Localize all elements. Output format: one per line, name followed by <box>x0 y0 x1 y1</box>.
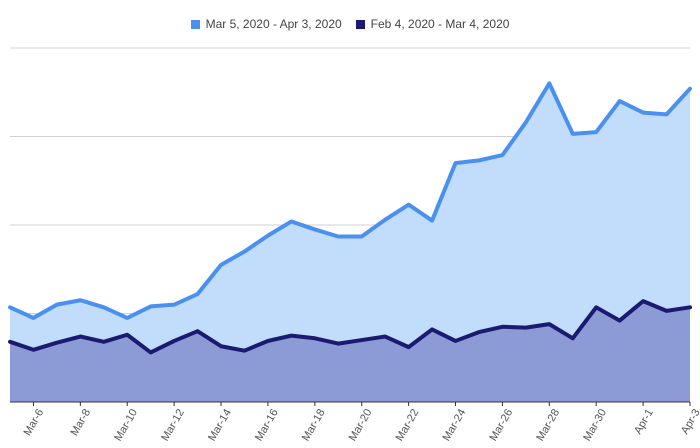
legend-swatch-current <box>190 19 200 29</box>
x-tick-label: Mar-14 <box>206 407 234 443</box>
x-tick-label: Mar-26 <box>487 407 515 443</box>
x-tick-label: Mar-20 <box>347 407 375 443</box>
x-tick-label: Mar-8 <box>68 407 93 438</box>
series-line-current <box>8 81 692 320</box>
x-tick-label: Mar-30 <box>581 407 609 443</box>
x-tick-label: Mar-16 <box>253 407 281 443</box>
x-tick-label: Mar-12 <box>159 407 187 443</box>
x-tick-label: Mar-24 <box>441 407 469 443</box>
series-line-previous <box>8 299 692 355</box>
legend-item-current[interactable]: Mar 5, 2020 - Apr 3, 2020 <box>190 17 342 31</box>
x-tick-label: Mar-6 <box>22 407 47 438</box>
series-area-current <box>10 83 690 403</box>
x-tick-label: Mar-22 <box>394 407 422 443</box>
legend-label-current: Mar 5, 2020 - Apr 3, 2020 <box>205 17 342 31</box>
chart-legend: Mar 5, 2020 - Apr 3, 2020 Feb 4, 2020 - … <box>0 14 700 34</box>
legend-label-previous: Feb 4, 2020 - Mar 4, 2020 <box>370 17 510 31</box>
legend-item-previous[interactable]: Feb 4, 2020 - Mar 4, 2020 <box>355 17 510 31</box>
x-tick-label: Apr-3 <box>679 407 700 436</box>
x-tick-label: Mar-10 <box>112 407 140 443</box>
legend-swatch-previous <box>355 19 365 29</box>
x-tick-label: Mar-18 <box>300 407 328 443</box>
x-tick-label: Apr-1 <box>632 407 656 436</box>
x-tick-label: Mar-28 <box>534 407 562 443</box>
series-area-previous <box>10 301 690 402</box>
